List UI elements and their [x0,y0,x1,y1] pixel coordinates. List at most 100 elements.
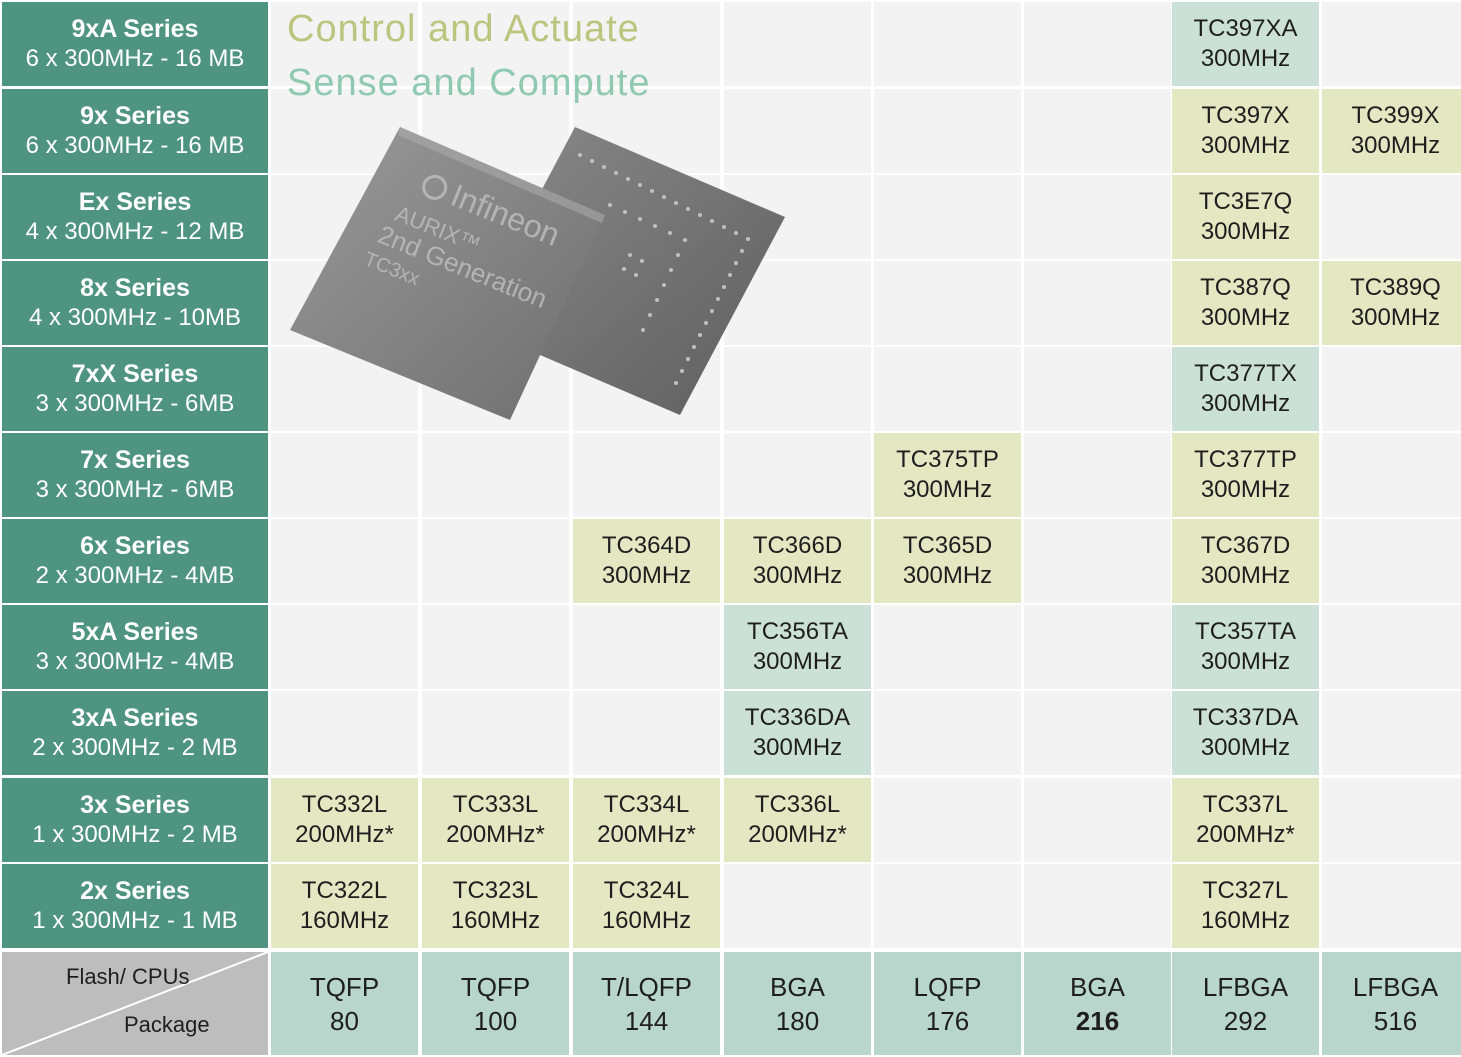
series-name: 9x Series [80,102,190,130]
chip-cell: TC377TX 300MHz [1172,347,1319,431]
chip-frequency: 160MHz [1200,907,1291,934]
package-cell: LQFP 176 [874,952,1021,1055]
chip-name: TC337L [1202,791,1289,818]
series-header: 3xA Series 2 x 300MHz - 2 MB [2,691,268,775]
empty-cell [1322,778,1461,862]
axis-label-flash-cpus: Flash/ CPUs [66,964,190,989]
empty-cell [1024,433,1171,517]
chip-cell: TC336DA 300MHz [724,691,871,775]
chip-cell: TC377TP 300MHz [1172,433,1319,517]
empty-cell [1024,2,1171,86]
series-header: 7xX Series 3 x 300MHz - 6MB [2,347,268,431]
axis-label-package: Package [124,1012,210,1037]
empty-cell [1322,605,1461,689]
series-spec: 1 x 300MHz - 2 MB [32,821,238,848]
package-type: T/LQFP [600,971,692,1002]
chip-frequency: 200MHz* [295,821,394,848]
chip-frequency: 300MHz [752,562,843,589]
chip-name: TC333L [452,791,539,818]
chip-cell: TC365D 300MHz [874,519,1021,603]
chip-cell: TC387Q 300MHz [1172,261,1319,345]
series-header: 9x Series 6 x 300MHz - 16 MB [2,89,268,173]
package-type: LFBGA [1202,971,1289,1002]
empty-cell [271,519,418,603]
chip-frequency: 160MHz [299,907,390,934]
package-type: TQFP [309,971,380,1002]
axis-corner: Flash/ CPUs Package [2,952,268,1055]
chip-cell: TC322L 160MHz [271,864,418,948]
package-cell: BGA 180 [724,952,871,1055]
chip-name: TC375TP [896,446,999,473]
series-header: 8x Series 4 x 300MHz - 10MB [2,261,268,345]
chip-cell: TC334L 200MHz* [573,778,720,862]
chip-name: TC337DA [1192,704,1299,731]
empty-cell [724,347,871,431]
package-cell: LFBGA 516 [1322,952,1461,1055]
series-spec: 2 x 300MHz - 4MB [35,562,235,589]
chip-name: TC336DA [744,704,851,731]
chip-cell: TC367D 300MHz [1172,519,1319,603]
empty-cell [1322,864,1461,948]
chip-name: TC334L [603,791,690,818]
series-name: 2x Series [80,877,190,905]
chip-illustration: Infineon AURIX™ 2nd Generation TC3xx [290,127,785,420]
diagonal-divider [2,952,268,1055]
chip-cell: TC356TA 300MHz [724,605,871,689]
empty-cell [422,605,569,689]
package-cell: TQFP 80 [271,952,418,1055]
empty-cell [724,864,871,948]
empty-cell [1322,175,1461,259]
chip-name: TC365D [902,532,993,559]
series-spec: 3 x 300MHz - 6MB [35,390,235,417]
chip-name: TC356TA [747,618,848,645]
chip-frequency: 300MHz [601,562,692,589]
chip-frequency: 200MHz* [748,821,847,848]
empty-cell [874,778,1021,862]
chip-frequency: 300MHz [1200,45,1291,72]
series-name: 5xA Series [71,618,199,646]
empty-cell [271,2,418,86]
empty-cell [573,2,720,86]
empty-cell [874,175,1021,259]
series-spec: 3 x 300MHz - 6MB [35,476,235,503]
chip-cell: TC366D 300MHz [724,519,871,603]
chip-frequency: 300MHz [1200,562,1291,589]
package-type: LFBGA [1352,971,1439,1002]
series-spec: 6 x 300MHz - 16 MB [25,132,245,159]
series-name: 9xA Series [71,15,199,43]
empty-cell [724,89,871,173]
chip-cell: TC336L 200MHz* [724,778,871,862]
chip-frequency: 300MHz [1350,304,1441,331]
package-type: TQFP [460,971,531,1002]
package-pins: 216 [1075,1005,1120,1036]
chip-cell: TC389Q 300MHz [1322,261,1461,345]
chip-name: TC399X [1351,102,1440,129]
chip-frequency: 300MHz [1200,218,1291,245]
empty-cell [422,519,569,603]
empty-cell [1024,89,1171,173]
chip-name: TC367D [1200,532,1291,559]
chip-name: TC389Q [1350,274,1441,301]
chip-frequency: 200MHz* [446,821,545,848]
chip-cell: TC397X 300MHz [1172,89,1319,173]
chip-frequency: 300MHz [1200,390,1291,417]
chip-frequency: 160MHz [450,907,541,934]
chip-name: TC397X [1201,102,1290,129]
package-cell: LFBGA 292 [1172,952,1319,1055]
series-header: Ex Series 4 x 300MHz - 12 MB [2,175,268,259]
chip-cell: TC323L 160MHz [422,864,569,948]
empty-cell [422,433,569,517]
package-cell: BGA 216 [1024,952,1171,1055]
chip-name: TC327L [1202,877,1289,904]
series-header: 7x Series 3 x 300MHz - 6MB [2,433,268,517]
empty-cell [1322,691,1461,775]
series-name: Ex Series [78,188,192,216]
chip-frequency: 200MHz* [597,821,696,848]
chip-frequency: 300MHz [752,648,843,675]
empty-cell [1024,605,1171,689]
chip-name: TC336L [754,791,841,818]
chip-cell: TC333L 200MHz* [422,778,569,862]
series-header: 3x Series 1 x 300MHz - 2 MB [2,778,268,862]
chip-cell: TC337DA 300MHz [1172,691,1319,775]
empty-cell [422,2,569,86]
